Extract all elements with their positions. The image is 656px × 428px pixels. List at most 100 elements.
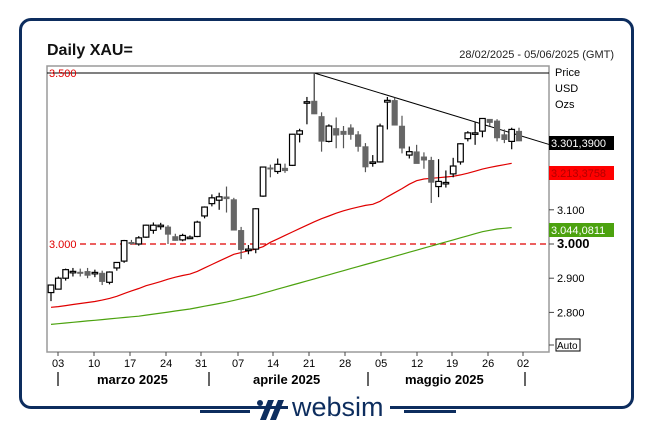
- candle-up: [62, 269, 70, 279]
- candle-up: [193, 221, 201, 238]
- x-tick-label: 26: [482, 358, 494, 370]
- candle-up: [47, 284, 55, 294]
- month-label: maggio 2025: [405, 372, 484, 387]
- candle-up: [201, 206, 208, 217]
- x-tick-label: 31: [195, 358, 207, 370]
- candle-down: [486, 118, 493, 123]
- candle-up: [471, 132, 479, 135]
- candle-up: [376, 125, 384, 163]
- candle-down: [333, 128, 340, 136]
- y-tick-label: 2.900: [557, 273, 585, 285]
- x-tick-label: 03: [52, 358, 64, 370]
- candle-down: [223, 196, 230, 200]
- candle-up: [479, 117, 486, 132]
- level-label-3500: 3.500: [49, 68, 77, 80]
- auto-scale-button[interactable]: [555, 338, 581, 352]
- chart-title: Daily XAU=: [47, 42, 133, 59]
- candle-down: [362, 146, 369, 168]
- date-range: 28/02/2025 - 05/06/2025 (GMT): [459, 49, 614, 61]
- x-tick-label: 07: [232, 358, 244, 370]
- y-tick-label: 3.000: [557, 236, 590, 251]
- candle-up: [120, 239, 128, 262]
- x-tick-label: 02: [517, 358, 529, 370]
- candle-up: [405, 151, 413, 156]
- candle-down: [164, 226, 172, 235]
- candle-up: [135, 237, 143, 245]
- candle-up: [91, 271, 99, 275]
- candle-up: [288, 133, 296, 166]
- candle-up: [449, 165, 457, 175]
- x-tick-label: 05: [375, 358, 387, 370]
- candle-down: [172, 236, 179, 241]
- x-tick-label: 12: [411, 358, 423, 370]
- candle-up: [186, 236, 194, 240]
- month-label: marzo 2025: [97, 372, 168, 387]
- candle-down: [99, 272, 106, 282]
- candle-up: [303, 101, 311, 104]
- candle-down: [398, 125, 406, 149]
- candle-down: [267, 167, 274, 170]
- candle-down: [84, 271, 91, 276]
- candle-down: [77, 271, 84, 274]
- x-tick-label: 28: [339, 358, 351, 370]
- value-tag-ma_red: [549, 166, 614, 180]
- candle-up: [252, 208, 260, 250]
- axis-label-unit: Ozs: [555, 99, 575, 111]
- candle-up: [208, 197, 216, 205]
- value-tag-label-last_price: 3.301,3900: [551, 138, 606, 150]
- x-tick-label: 17: [124, 358, 136, 370]
- candle-down: [413, 151, 420, 164]
- logo-line-left: [200, 410, 250, 413]
- value-tag-last_price: [549, 136, 614, 150]
- candle-up: [435, 180, 442, 188]
- candle-down: [238, 230, 245, 251]
- candle-up: [69, 270, 77, 274]
- chart-frame: [19, 18, 634, 409]
- value-tag-label-ma_green: 3.044,0811: [551, 225, 605, 237]
- candle-down: [281, 167, 289, 172]
- candle-down: [391, 100, 398, 126]
- candle-down: [515, 130, 523, 142]
- y-tick-label: 3.100: [557, 205, 585, 217]
- axis-label-currency: USD: [555, 83, 578, 95]
- candle-up: [106, 271, 113, 283]
- axis-label-price: Price: [555, 67, 580, 79]
- candle-up: [383, 99, 391, 103]
- candle-up: [215, 196, 223, 201]
- x-tick-label: 10: [88, 358, 100, 370]
- logo-line-right: [404, 410, 456, 413]
- auto-scale-label: Auto: [557, 341, 578, 352]
- candle-up: [149, 224, 157, 231]
- moving-average-green: [50, 227, 512, 325]
- candle-down: [340, 130, 347, 135]
- x-tick-label: 19: [446, 358, 458, 370]
- candle-up: [113, 261, 121, 269]
- x-tick-label: 24: [160, 358, 172, 370]
- value-tag-ma_green: [549, 223, 614, 237]
- candle-up: [508, 128, 516, 142]
- moving-average-red: [50, 162, 512, 308]
- candle-up: [157, 224, 165, 228]
- websim-logo-text: websim: [288, 392, 390, 423]
- month-label: aprile 2025: [253, 372, 320, 387]
- candle-down: [420, 156, 427, 161]
- candle-up: [245, 248, 252, 252]
- value-tag-label-ma_red: 3.213,3758: [551, 168, 606, 180]
- candle-up: [54, 277, 62, 290]
- candle-up: [142, 224, 150, 238]
- candles: [47, 73, 523, 302]
- candle-up: [179, 234, 187, 241]
- x-tick-label: 21: [303, 358, 315, 370]
- candle-down: [230, 199, 237, 231]
- candle-up: [274, 163, 282, 173]
- candle-up: [457, 143, 464, 163]
- candle-up: [442, 181, 450, 185]
- x-tick-label: 14: [267, 358, 279, 370]
- websim-logo-icon: [257, 400, 284, 420]
- candle-down: [318, 116, 325, 142]
- candle-down: [355, 134, 362, 147]
- candle-down: [347, 127, 354, 135]
- y-tick-label: 2.800: [557, 307, 585, 319]
- plot-area: [46, 65, 550, 353]
